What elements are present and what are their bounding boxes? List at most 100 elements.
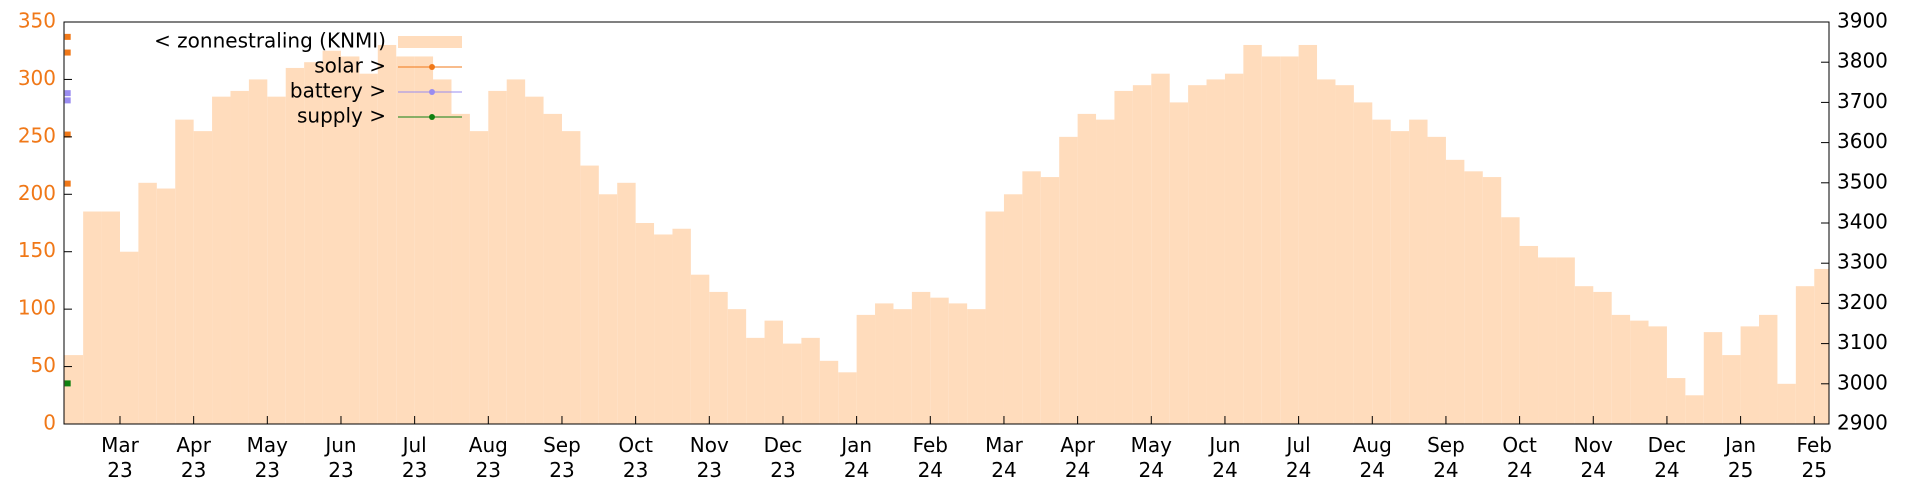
area-step xyxy=(967,309,986,424)
area-step xyxy=(212,96,231,425)
area-step xyxy=(893,309,912,424)
area-step xyxy=(433,79,452,424)
area-step xyxy=(727,309,747,424)
area-step xyxy=(469,131,489,424)
area-step xyxy=(322,50,341,424)
area-step xyxy=(396,56,415,424)
x-tick-label: Oct 24 xyxy=(1502,433,1537,480)
y2-tick-label: 3800 xyxy=(1837,49,1888,73)
x-tick-label: Aug 24 xyxy=(1353,433,1392,480)
point xyxy=(64,180,71,187)
area-step xyxy=(193,131,213,424)
area-step xyxy=(948,303,968,424)
area-step xyxy=(1666,378,1686,424)
area-step xyxy=(64,355,84,424)
area-step xyxy=(230,90,249,425)
area-step xyxy=(598,194,618,424)
area-step xyxy=(1445,159,1465,425)
area-step xyxy=(580,165,599,425)
area-step xyxy=(1151,73,1170,424)
x-tick-label: May 24 xyxy=(1131,433,1173,480)
area-step xyxy=(1611,314,1631,424)
area-step xyxy=(1132,85,1152,425)
area-step xyxy=(1740,326,1760,424)
point xyxy=(64,33,71,40)
area-step xyxy=(1114,90,1133,425)
area-step xyxy=(1390,131,1410,424)
area-step xyxy=(1759,314,1778,424)
area-step xyxy=(930,297,949,424)
y2-tick-label: 3400 xyxy=(1837,210,1888,234)
x-tick-label: Apr 24 xyxy=(1060,433,1095,480)
area-step xyxy=(1427,136,1446,424)
area-step xyxy=(1538,257,1557,424)
area-step xyxy=(1685,395,1704,424)
y2-tick-label: 3200 xyxy=(1837,290,1888,314)
area-step xyxy=(525,96,544,425)
point xyxy=(64,380,71,387)
area-step xyxy=(1003,194,1023,424)
area-step xyxy=(543,113,562,424)
area-step xyxy=(838,372,857,424)
area-step xyxy=(1648,326,1667,424)
area-step xyxy=(690,274,710,424)
y2-tick-label: 3100 xyxy=(1837,330,1888,354)
area-step xyxy=(709,291,728,424)
x-tick-label: Jul 23 xyxy=(401,433,428,480)
legend-dot xyxy=(429,89,435,95)
area-step xyxy=(1482,177,1502,424)
area-step xyxy=(1040,177,1060,424)
area-step xyxy=(1059,136,1078,424)
x-tick-label: Nov 24 xyxy=(1574,433,1613,480)
x-tick-label: Nov 23 xyxy=(690,433,729,480)
area-step xyxy=(175,119,194,424)
area-step xyxy=(451,113,470,424)
area-step xyxy=(875,303,894,424)
y-tick-label: 0 xyxy=(43,411,56,435)
area-step xyxy=(1169,102,1189,425)
legend-label: supply > xyxy=(297,104,386,128)
point xyxy=(64,49,71,56)
legend-dot xyxy=(429,114,435,120)
y2-tick-label: 3600 xyxy=(1837,129,1888,153)
x-tick-label: Jan 24 xyxy=(839,433,872,480)
area-step xyxy=(377,44,397,424)
x-tick-label: Sep 24 xyxy=(1427,433,1465,480)
legend-swatch xyxy=(398,36,462,48)
area-step xyxy=(672,228,691,424)
area-step xyxy=(414,56,434,424)
area-step xyxy=(101,211,120,424)
area-step xyxy=(1593,291,1612,424)
area-step xyxy=(1096,119,1115,424)
x-tick-label: Feb 25 xyxy=(1797,433,1832,480)
y2-tick-label: 3000 xyxy=(1837,370,1888,394)
y2-tick-label: 3700 xyxy=(1837,89,1888,113)
legend-label: battery > xyxy=(290,79,386,103)
x-tick-label: Dec 24 xyxy=(1648,433,1687,480)
area-step xyxy=(1519,245,1539,424)
area-step xyxy=(1022,171,1041,424)
area-step xyxy=(488,90,507,425)
x-tick-label: Aug 23 xyxy=(469,433,508,480)
area-step xyxy=(1574,286,1594,424)
legend-label: solar > xyxy=(314,54,386,78)
legend-dot xyxy=(429,64,435,70)
area-step xyxy=(83,211,102,424)
area-step xyxy=(1353,102,1373,425)
point xyxy=(64,131,71,138)
y2-tick-label: 3500 xyxy=(1837,169,1888,193)
area-step xyxy=(1335,85,1354,425)
y-tick-label: 100 xyxy=(18,296,56,320)
area-step xyxy=(764,320,783,424)
legend-label: < zonnestraling (KNMI) xyxy=(154,29,386,53)
area-step xyxy=(248,79,268,424)
area-step xyxy=(1077,113,1097,424)
y-tick-label: 300 xyxy=(18,66,56,90)
area-step xyxy=(1317,79,1336,424)
x-tick-label: Dec 23 xyxy=(764,433,803,480)
area-step xyxy=(506,79,526,424)
x-tick-label: Jul 24 xyxy=(1285,433,1312,480)
x-tick-label: Apr 23 xyxy=(176,433,211,480)
area-step xyxy=(1409,119,1428,424)
